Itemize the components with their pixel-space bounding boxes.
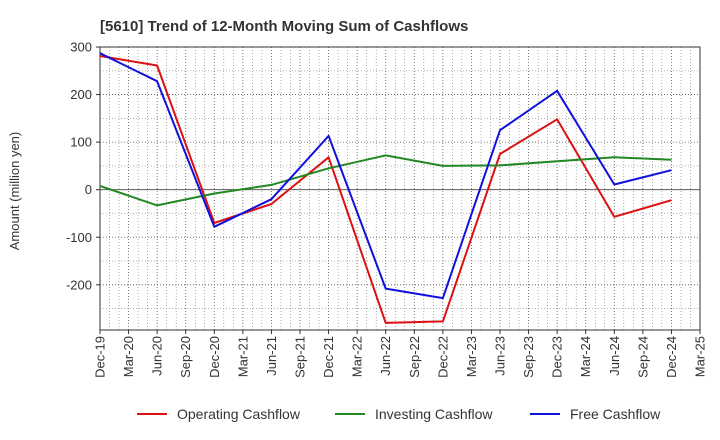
x-tick-label: Jun-20 [150,336,165,376]
x-tick-label: Mar-21 [235,336,250,377]
x-tick-label: Sep-20 [178,336,193,378]
legend-item: Free Cashflow [530,406,661,422]
y-tick-label: -200 [66,277,92,292]
chart-title: [5610] Trend of 12-Month Moving Sum of C… [100,18,468,35]
legend-item: Investing Cashflow [335,406,493,422]
x-tick-label: Jun-23 [493,336,508,376]
y-tick-label: 100 [70,135,92,150]
x-tick-label: Mar-23 [464,336,479,377]
x-tick-label: Dec-20 [207,336,222,378]
x-tick-label: Dec-21 [321,336,336,378]
legend-label: Operating Cashflow [177,406,301,422]
plot-frame [99,46,701,331]
series-line-investing-cashflow [99,154,672,207]
x-tick-label: Mar-20 [121,336,136,377]
y-tick-label: 300 [70,40,92,55]
x-tick-label: Jun-21 [264,336,279,376]
x-tick-label: Dec-24 [664,336,679,378]
x-tick-label: Sep-24 [635,336,650,378]
x-tick-label: Dec-19 [93,336,108,378]
x-tick-label: Sep-21 [293,336,308,378]
x-tick-label: Jun-24 [607,336,622,376]
x-tick-label: Mar-22 [350,336,365,377]
x-tick-label: Mar-25 [693,336,708,377]
series-line-free-cashflow [99,52,672,300]
y-tick-label: -100 [66,230,92,245]
axes: 300 200 100 0 -100 -200 Dec-19 Mar-20 Jun-20 Sep-… [66,40,708,378]
x-tick-label: Sep-22 [407,336,422,378]
legend-label: Investing Cashflow [375,406,493,422]
legend-item: Operating Cashflow [137,406,301,422]
x-tick-label: Mar-24 [578,336,593,377]
grid [99,46,701,330]
y-axis-label: Amount (million yen) [7,132,22,251]
y-tick-label: 0 [85,182,92,197]
series-line-operating-cashflow [99,55,672,324]
x-tick-label: Sep-23 [521,336,536,378]
y-tick-label: 200 [70,87,92,102]
series-lines [99,52,672,324]
x-tick-label: Jun-22 [378,336,393,376]
x-tick-label: Dec-22 [435,336,450,378]
legend-label: Free Cashflow [570,406,661,422]
legend: Operating Cashflow Investing Cashflow Free… [137,406,661,422]
x-tick-label: Dec-23 [550,336,565,378]
